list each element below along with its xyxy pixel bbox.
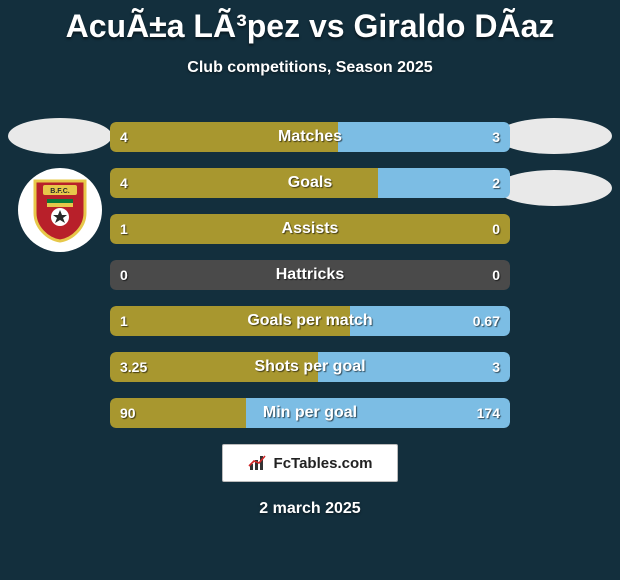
stat-row: 3.25Shots per goal3	[110, 352, 510, 382]
date-text: 2 march 2025	[0, 500, 620, 518]
stat-label: Goals	[110, 174, 510, 192]
stat-label: Matches	[110, 128, 510, 146]
stat-label: Hattricks	[110, 266, 510, 284]
stat-value-right: 0	[492, 267, 500, 283]
stat-value-right: 3	[492, 359, 500, 375]
svg-text:B.F.C.: B.F.C.	[50, 188, 70, 195]
stat-label: Goals per match	[110, 312, 510, 330]
stat-row: 90Min per goal174	[110, 398, 510, 428]
stat-label: Assists	[110, 220, 510, 238]
player-photo-placeholder-right-1	[496, 118, 612, 154]
stat-row: 0Hattricks0	[110, 260, 510, 290]
right-player-column	[496, 118, 612, 222]
brand-text: FcTables.com	[274, 455, 373, 472]
stat-value-right: 0	[492, 221, 500, 237]
left-player-column: B.F.C.	[8, 118, 112, 252]
stat-label: Min per goal	[110, 404, 510, 422]
stat-row: 1Goals per match0.67	[110, 306, 510, 336]
stat-value-right: 174	[477, 405, 500, 421]
stat-row: 4Matches3	[110, 122, 510, 152]
stat-value-right: 0.67	[473, 313, 500, 329]
stat-row: 1Assists0	[110, 214, 510, 244]
subtitle: Club competitions, Season 2025	[0, 59, 620, 77]
stat-row: 4Goals2	[110, 168, 510, 198]
stat-value-right: 2	[492, 175, 500, 191]
team-badge-left: B.F.C.	[18, 168, 102, 252]
chart-icon	[248, 454, 268, 472]
player-photo-placeholder-right-2	[496, 170, 612, 206]
stat-value-right: 3	[492, 129, 500, 145]
page-title: AcuÃ±a LÃ³pez vs Giraldo DÃ­az	[0, 0, 620, 45]
stats-bars: 4Matches34Goals21Assists00Hattricks01Goa…	[110, 122, 510, 444]
stat-label: Shots per goal	[110, 358, 510, 376]
shield-icon: B.F.C.	[31, 177, 89, 243]
brand-badge[interactable]: FcTables.com	[222, 444, 398, 482]
player-photo-placeholder-left	[8, 118, 112, 154]
